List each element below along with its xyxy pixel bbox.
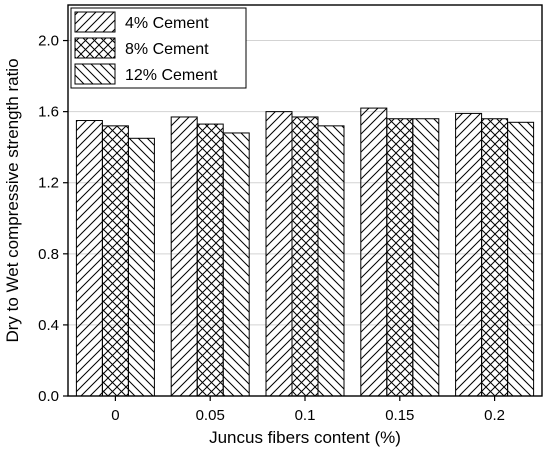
bar-8-cement-x0.1 <box>291 116 319 397</box>
axes <box>63 4 543 401</box>
legend-label: 4% Cement <box>125 15 209 32</box>
bar-12-cement-x0.1 <box>317 125 345 397</box>
bar-4-cement-x0.05 <box>170 116 198 397</box>
y-tick-label: 0.0 <box>38 388 59 405</box>
bars <box>75 107 535 397</box>
legend-label: 12% Cement <box>125 67 218 84</box>
x-axis-title: Juncus fibers content (%) <box>209 428 401 447</box>
bar-12-cement-x0.15 <box>412 118 440 397</box>
legend-swatch <box>74 11 116 33</box>
x-tick-label: 0.1 <box>295 407 316 424</box>
bar-12-cement-x0.05 <box>222 132 250 397</box>
bar-4-cement-x0.2 <box>455 112 483 397</box>
bar-8-cement-x0.2 <box>481 118 509 397</box>
y-tick-label: 1.6 <box>38 104 59 121</box>
bar-8-cement-x0.05 <box>196 123 224 397</box>
x-tick-label: 0.15 <box>385 407 414 424</box>
bar-4-cement-x0.1 <box>265 111 293 397</box>
bar-12-cement-x0 <box>127 137 155 397</box>
tick-labels: 0.0 0.4 0.8 1.2 1.6 2.0 0 0.05 0.1 0.15 0.2 <box>38 33 505 424</box>
bar-8-cement-x0.15 <box>386 118 414 397</box>
plot-frame <box>67 4 543 397</box>
bar-12-cement-x0.2 <box>507 121 535 397</box>
bar-4-cement-x0.15 <box>360 107 388 397</box>
x-tick-label: 0 <box>111 407 119 424</box>
legend-label: 8% Cement <box>125 41 209 58</box>
y-tick-label: 0.4 <box>38 317 59 334</box>
legend-swatch <box>74 63 116 85</box>
y-axis-title: Dry to Wet compressive strength ratio <box>3 58 22 342</box>
legend-swatch <box>74 37 116 59</box>
y-tick-label: 2.0 <box>38 33 59 50</box>
y-tick-label: 0.8 <box>38 246 59 263</box>
legend: 4% Cement 8% Cement 12% Cement <box>70 7 247 89</box>
x-tick-label: 0.2 <box>484 407 505 424</box>
y-tick-label: 1.2 <box>38 175 59 192</box>
bar-4-cement-x0 <box>75 120 103 397</box>
x-tick-label: 0.05 <box>196 407 225 424</box>
bar-8-cement-x0 <box>101 125 129 397</box>
